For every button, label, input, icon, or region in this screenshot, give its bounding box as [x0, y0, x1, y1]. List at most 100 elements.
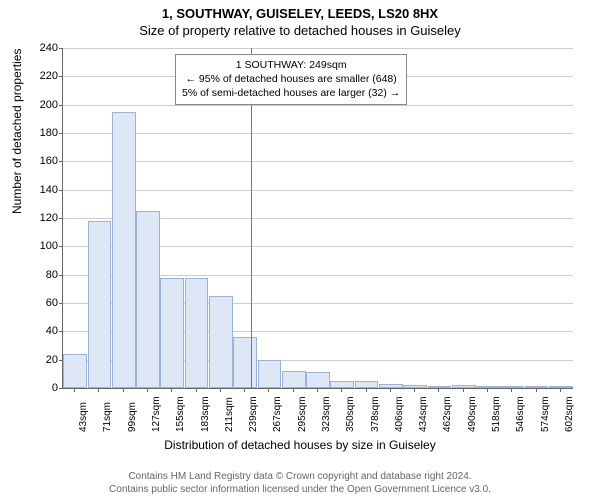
y-tick-mark [59, 161, 63, 162]
footer-line-1: Contains HM Land Registry data © Crown c… [0, 470, 600, 483]
x-tick-label: 546sqm [515, 396, 526, 432]
x-tick-mark [317, 388, 318, 392]
x-tick-mark [341, 388, 342, 392]
chart-footer: Contains HM Land Registry data © Crown c… [0, 470, 600, 496]
x-tick-label: 99sqm [127, 402, 138, 432]
x-tick-label: 490sqm [467, 396, 478, 432]
y-tick-mark [59, 48, 63, 49]
annotation-line: 1 SOUTHWAY: 249sqm [182, 58, 400, 72]
annotation-box: 1 SOUTHWAY: 249sqm← 95% of detached hous… [175, 54, 407, 105]
histogram-bar [185, 278, 209, 389]
x-tick-label: 295sqm [297, 396, 308, 432]
x-tick-label: 434sqm [418, 396, 429, 432]
histogram-bar [258, 360, 282, 388]
x-tick-mark [171, 388, 172, 392]
x-tick-mark [123, 388, 124, 392]
x-tick-label: 267sqm [272, 396, 283, 432]
y-tick-label: 140 [28, 184, 58, 196]
x-tick-mark [560, 388, 561, 392]
histogram-bar [306, 372, 330, 388]
x-axis-label: Distribution of detached houses by size … [0, 438, 600, 452]
y-tick-mark [59, 331, 63, 332]
y-tick-mark [59, 105, 63, 106]
histogram-bar [63, 354, 87, 388]
histogram-bar [88, 221, 112, 388]
y-tick-label: 20 [28, 354, 58, 366]
x-tick-mark [366, 388, 367, 392]
histogram-bar [282, 371, 306, 388]
chart-plot-area: 1 SOUTHWAY: 249sqm← 95% of detached hous… [62, 48, 573, 389]
y-tick-label: 60 [28, 297, 58, 309]
x-tick-mark [293, 388, 294, 392]
annotation-line: ← 95% of detached houses are smaller (64… [182, 72, 400, 86]
x-tick-label: 127sqm [151, 396, 162, 432]
x-tick-mark [244, 388, 245, 392]
x-tick-mark [74, 388, 75, 392]
y-tick-label: 80 [28, 269, 58, 281]
histogram-bar [330, 381, 354, 388]
x-tick-label: 462sqm [442, 396, 453, 432]
x-tick-label: 574sqm [540, 396, 551, 432]
y-tick-label: 160 [28, 155, 58, 167]
histogram-bar [355, 381, 379, 388]
gridline [63, 48, 573, 49]
x-tick-label: 239sqm [248, 396, 259, 432]
y-tick-label: 100 [28, 240, 58, 252]
y-tick-mark [59, 190, 63, 191]
histogram-bar [379, 384, 403, 388]
histogram-bar [549, 386, 573, 388]
y-tick-label: 240 [28, 42, 58, 54]
gridline [63, 190, 573, 191]
x-tick-mark [98, 388, 99, 392]
x-tick-label: 518sqm [491, 396, 502, 432]
chart-title-sub: Size of property relative to detached ho… [0, 23, 600, 38]
x-tick-mark [511, 388, 512, 392]
x-tick-mark [463, 388, 464, 392]
x-tick-mark [196, 388, 197, 392]
x-tick-mark [390, 388, 391, 392]
x-tick-label: 350sqm [345, 396, 356, 432]
x-tick-mark [536, 388, 537, 392]
gridline [63, 105, 573, 106]
gridline [63, 133, 573, 134]
y-tick-mark [59, 360, 63, 361]
gridline [63, 161, 573, 162]
y-tick-mark [59, 218, 63, 219]
chart-title-main: 1, SOUTHWAY, GUISELEY, LEEDS, LS20 8HX [0, 0, 600, 21]
histogram-bar [160, 278, 184, 389]
x-tick-mark [147, 388, 148, 392]
x-tick-label: 406sqm [394, 396, 405, 432]
y-tick-label: 120 [28, 212, 58, 224]
x-tick-label: 211sqm [224, 397, 235, 432]
histogram-bar [452, 385, 476, 388]
x-tick-label: 378sqm [370, 396, 381, 432]
y-axis-label: Number of detached properties [10, 49, 24, 214]
y-tick-mark [59, 246, 63, 247]
x-tick-label: 155sqm [175, 396, 186, 432]
histogram-bar [136, 211, 160, 388]
y-tick-mark [59, 388, 63, 389]
histogram-bar [112, 112, 136, 388]
y-tick-label: 40 [28, 325, 58, 337]
y-tick-mark [59, 76, 63, 77]
footer-line-2: Contains public sector information licen… [0, 483, 600, 496]
y-tick-label: 0 [28, 382, 58, 394]
x-tick-label: 323sqm [321, 396, 332, 432]
x-tick-label: 71sqm [102, 402, 113, 432]
y-tick-label: 200 [28, 99, 58, 111]
x-tick-mark [438, 388, 439, 392]
x-tick-mark [220, 388, 221, 392]
histogram-bar [233, 337, 257, 388]
histogram-bar [209, 296, 233, 388]
x-tick-mark [414, 388, 415, 392]
x-tick-label: 43sqm [78, 402, 89, 432]
x-tick-mark [268, 388, 269, 392]
y-tick-mark [59, 133, 63, 134]
annotation-line: 5% of semi-detached houses are larger (3… [182, 86, 400, 100]
y-tick-label: 220 [28, 70, 58, 82]
y-tick-mark [59, 275, 63, 276]
x-tick-label: 602sqm [564, 396, 575, 432]
x-tick-label: 183sqm [200, 396, 211, 432]
x-tick-mark [487, 388, 488, 392]
y-tick-mark [59, 303, 63, 304]
